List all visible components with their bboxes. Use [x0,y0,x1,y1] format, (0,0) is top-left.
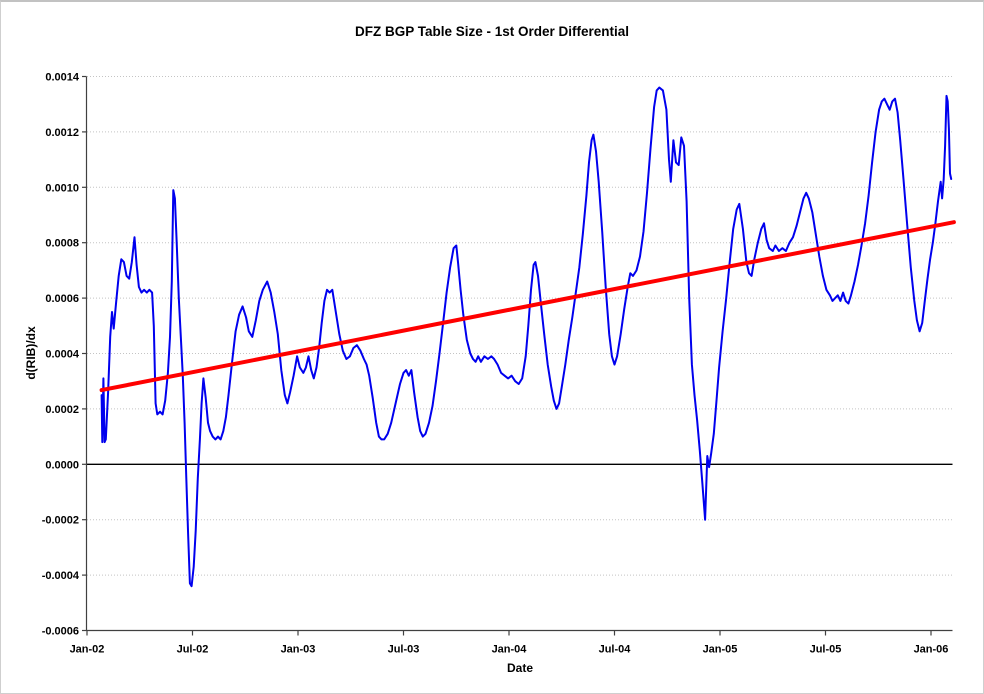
y-tick-label: 0.0004 [45,349,80,361]
x-axis-title: Date [506,661,534,675]
data-series-line [100,86,953,588]
y-tick-label: -0.0004 [42,570,80,582]
y-tick-label: -0.0006 [42,626,79,638]
x-tick-label: Jan-06 [914,644,949,656]
trend-line [99,220,956,393]
y-tick-label: 0.0006 [45,293,79,305]
x-tick-label: Jan-02 [70,644,105,656]
y-tick-label: 0.0012 [45,127,79,139]
y-tick-label: 0.0014 [45,72,80,84]
x-tick-label: Jul-05 [810,644,842,656]
x-tick-label: Jul-04 [599,644,632,656]
y-tick-label: -0.0002 [42,515,79,527]
x-tick-label: Jan-05 [703,644,738,656]
y-tick-label: 0.0008 [45,238,79,250]
y-tick-label: 0.0010 [45,182,79,194]
y-tick-label: 0.0000 [45,459,79,471]
x-tick-label: Jul-02 [177,644,209,656]
x-tick-label: Jul-03 [388,644,420,656]
y-tick-label: 0.0002 [45,404,79,416]
x-tick-label: Jan-04 [492,644,528,656]
chart-title: DFZ BGP Table Size - 1st Order Different… [354,24,630,39]
x-tick-label: Jan-03 [281,644,316,656]
